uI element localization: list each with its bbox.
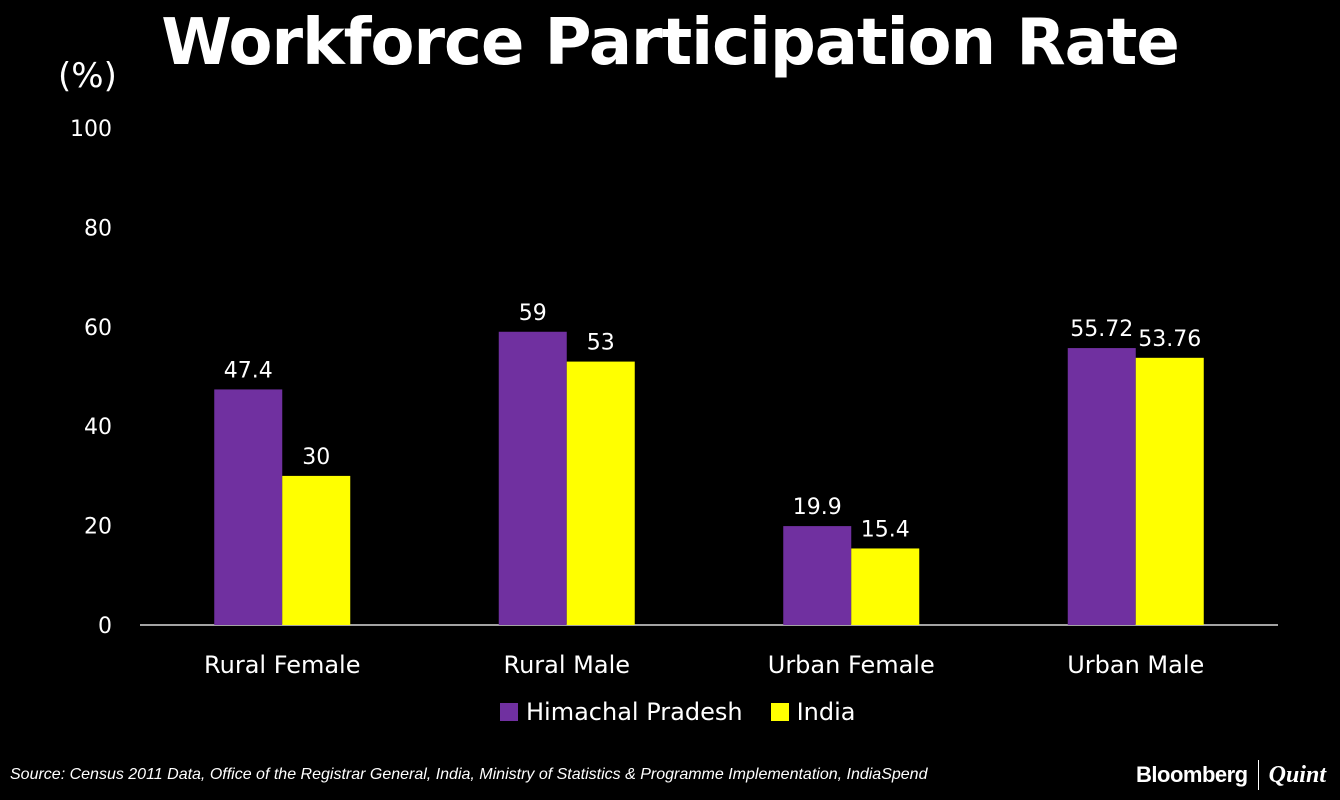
data-label: 30	[302, 445, 330, 470]
y-tick-label: 0	[98, 614, 112, 639]
data-label: 55.72	[1070, 317, 1133, 342]
bar	[566, 361, 635, 625]
chart-title: Workforce Participation Rate	[161, 6, 1180, 80]
data-label: 47.4	[224, 358, 273, 383]
y-tick-label: 20	[84, 515, 112, 540]
bar	[1067, 348, 1136, 625]
source-note: Source: Census 2011 Data, Office of the …	[10, 766, 928, 783]
legend-item-himachal-pradesh: Himachal Pradesh	[500, 698, 743, 726]
legend: Himachal Pradesh India	[500, 698, 883, 726]
x-tick-label: Urban Male	[1067, 651, 1204, 679]
bar	[282, 475, 351, 625]
bar	[498, 331, 567, 625]
legend-swatch-india	[770, 703, 789, 721]
data-label: 15.4	[861, 517, 910, 542]
legend-swatch-himachal-pradesh	[500, 703, 518, 721]
y-tick-label: 80	[84, 216, 112, 241]
y-tick-label: 60	[84, 316, 112, 341]
x-tick-label: Rural Male	[503, 651, 630, 679]
x-tick-label: Urban Female	[768, 651, 935, 679]
bar	[851, 548, 920, 625]
bar	[1135, 357, 1204, 625]
legend-item-india: India	[770, 698, 856, 726]
legend-label-india: India	[796, 698, 856, 726]
logo-bloomberg: Bloomberg	[1136, 762, 1248, 787]
data-label: 59	[519, 301, 547, 326]
logo-divider	[1257, 760, 1259, 790]
bar	[214, 389, 283, 625]
y-tick-label: 100	[70, 117, 112, 142]
legend-label-himachal-pradesh: Himachal Pradesh	[526, 698, 743, 726]
data-label: 53	[587, 331, 615, 356]
publisher-logo: Bloomberg Quint	[1136, 760, 1326, 790]
y-axis-unit-label: (%)	[58, 56, 117, 96]
data-label: 19.9	[793, 495, 842, 520]
data-label: 53.76	[1138, 327, 1201, 352]
logo-quint: Quint	[1268, 761, 1326, 788]
bar	[783, 526, 852, 625]
y-tick-label: 40	[84, 415, 112, 440]
x-tick-label: Rural Female	[204, 651, 360, 679]
